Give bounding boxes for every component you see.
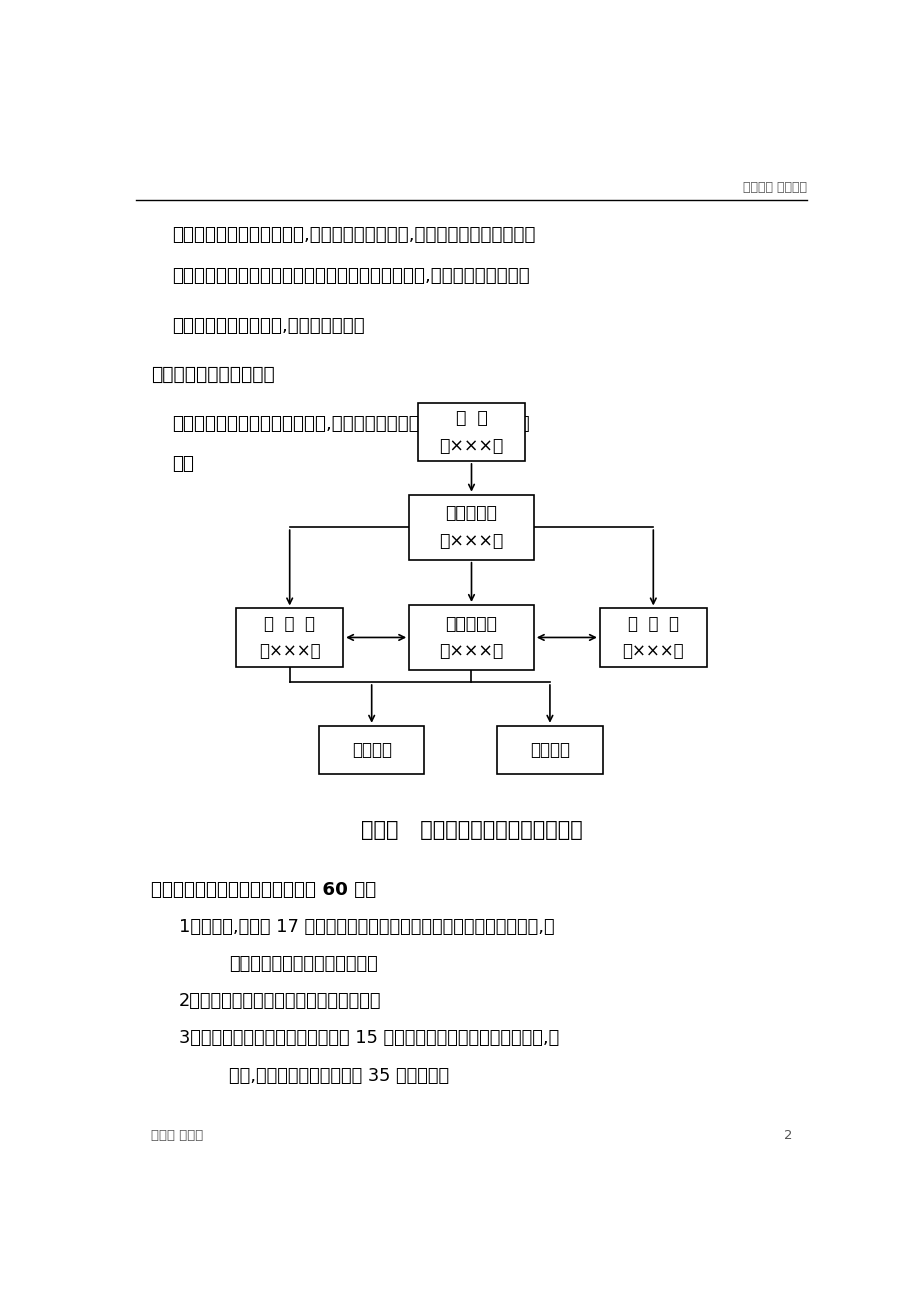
Text: 好文档 乐分享: 好文档 乐分享 [151,1129,203,1142]
Bar [236,608,343,667]
Text: 第二章   施工进度计划安排和保证措施: 第二章 施工进度计划安排和保证措施 [360,820,582,840]
Bar [409,605,533,671]
Text: 1．开工后,首先用 17 天时间对结构粘钢、粘碳纤维布部位进行基层修复,打: 1．开工后,首先用 17 天时间对结构粘钢、粘碳纤维布部位进行基层修复,打 [179,918,554,936]
Text: 磨组,继续同步进行（计划用 35 天时间）。: 磨组,继续同步进行（计划用 35 天时间）。 [229,1066,448,1085]
Text: 质  安  员
（×××）: 质 安 员 （×××） [622,615,684,660]
Text: 施工班组: 施工班组 [351,741,391,759]
Bar [496,725,602,773]
Text: 施  工  员
（×××）: 施 工 员 （×××） [258,615,320,660]
Text: 根据该加固工程的现场作业情况,以及工作量的大小定出以下管理架构及流: 根据该加固工程的现场作业情况,以及工作量的大小定出以下管理架构及流 [172,415,529,432]
Text: 一、施工进度计划安排：（总工期 60 天）: 一、施工进度计划安排：（总工期 60 天） [151,881,376,900]
Text: 技术负责人
（×××）: 技术负责人 （×××） [439,615,503,660]
Text: 整个现场施工条件具备,可以组织施工。: 整个现场施工条件具备,可以组织施工。 [172,316,365,335]
Text: 条件；室内加固部分未装修,有充分的加固工作面,具备开工条件；提升机垂: 条件；室内加固部分未装修,有充分的加固工作面,具备开工条件；提升机垂 [172,227,535,245]
Text: 直运输设备（由总包方提供）已经安装就位可以使用,具备垂直运输条件。: 直运输设备（由总包方提供）已经安装就位可以使用,具备垂直运输条件。 [172,267,529,285]
Text: 项目负责人
（×××）: 项目负责人 （×××） [439,504,503,549]
Text: 2: 2 [783,1129,791,1142]
Bar [417,402,525,461]
Text: 公  司
（×××）: 公 司 （×××） [439,409,503,454]
Text: 程：: 程： [172,454,194,473]
Text: 2．植筋工作同步进行（加大截面部份）。: 2．植筋工作同步进行（加大截面部份）。 [179,992,381,1010]
Bar [319,725,424,773]
Bar [599,608,706,667]
Text: 四、施工项目管理架构：: 四、施工项目管理架构： [151,365,274,384]
Text: 3．材料检测报告出具合格后（一般 15 天）开始粘贴钢板或碳纤维布加固,打: 3．材料检测报告出具合格后（一般 15 天）开始粘贴钢板或碳纤维布加固,打 [179,1030,559,1047]
Text: 精品文档 在线整理: 精品文档 在线整理 [742,181,806,194]
Bar [409,495,533,560]
Text: 磨处理（同时粘结材料送检）。: 磨处理（同时粘结材料送检）。 [229,956,378,974]
Text: 施工班组: 施工班组 [529,741,569,759]
